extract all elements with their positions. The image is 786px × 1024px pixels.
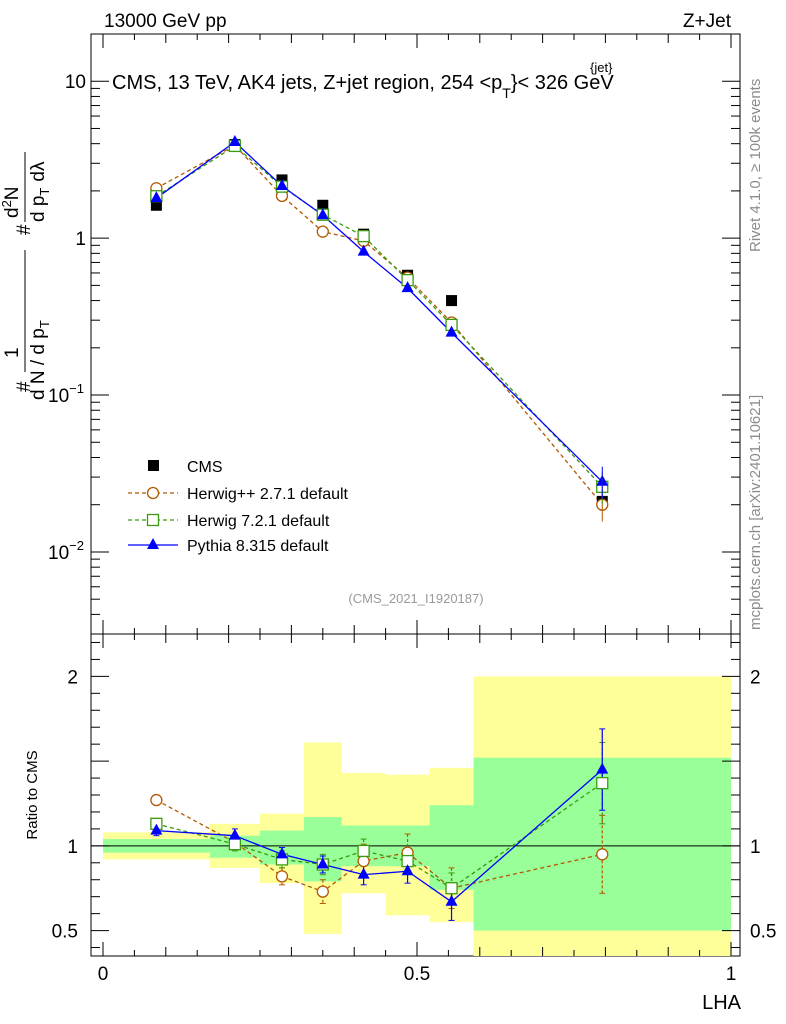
ratio-tick-label-right: 2	[750, 667, 761, 688]
main-series-point	[357, 244, 370, 256]
ratio-series-layer	[150, 728, 609, 921]
ratio-series-point	[445, 882, 458, 895]
y-tick-label: 10−1	[48, 381, 84, 407]
y-axis-title: # 1 d N / d pT # d2N d pTdλ	[0, 152, 52, 400]
mcplots-label: mcplots.cern.ch [arXiv:2401.10621]	[747, 395, 764, 630]
ratio-tick-label-right: 1	[750, 837, 761, 858]
legend-label-herwigpp: Herwig++ 2.7.1 default	[187, 486, 349, 503]
legend-label-herwig7: Herwig 7.2.1 default	[187, 513, 330, 530]
ratio-series-point	[357, 867, 370, 879]
legend-entry-cms: CMS	[148, 459, 223, 476]
ratio-series-point	[401, 864, 414, 876]
legend-entry-herwig7: Herwig 7.2.1 default	[128, 513, 330, 530]
title-end: }< 326 GeV	[511, 72, 615, 94]
legend-marker-pythia	[147, 538, 159, 549]
main-series-point	[445, 325, 458, 337]
ratio-series-line	[156, 769, 603, 903]
legend-marker-herwigpp	[146, 486, 160, 500]
y-title-sup: 2	[0, 200, 14, 207]
y-title-dp-sub: T	[37, 188, 52, 196]
y-title-dp: d p	[28, 196, 49, 222]
y-title-one: 1	[2, 347, 23, 358]
legend-label-cms: CMS	[187, 459, 223, 476]
y-tick-label: 1	[75, 229, 86, 250]
y-title-d: d	[2, 207, 23, 218]
svg-text:d2N: d2N	[0, 186, 23, 218]
main-series-layer	[150, 134, 609, 522]
x-tick-label: 0.5	[404, 964, 430, 985]
x-axis-title: LHA	[702, 992, 742, 1014]
ratio-series-point	[275, 847, 288, 859]
rivet-label: Rivet 4.1.0, ≥ 100k events	[747, 79, 764, 252]
legend-entry-herwigpp: Herwig++ 2.7.1 default	[128, 486, 349, 503]
ratio-series-line	[156, 782, 603, 889]
main-series-point	[150, 191, 163, 203]
ratio-tick-label-right: 0.5	[750, 922, 776, 943]
legend-marker-herwig7	[146, 513, 160, 527]
cms-data-point	[446, 295, 458, 307]
legend: CMS Herwig++ 2.7.1 default Herwig 7.2.1 …	[128, 459, 349, 555]
main-series-point	[275, 178, 288, 190]
y-title-dlambda: dλ	[28, 161, 49, 182]
y-title-den: d N / d p	[28, 328, 49, 400]
axis-ticks	[91, 33, 740, 956]
ratio-series-point	[228, 837, 242, 851]
ratio-series-point	[316, 885, 329, 898]
ratio-series-point	[596, 762, 609, 774]
cms-data-point	[317, 199, 329, 211]
ratio-series-point	[150, 823, 163, 835]
cms-data-point	[150, 199, 162, 211]
ratio-series-point	[357, 854, 370, 868]
ratio-series-point	[150, 793, 163, 807]
x-tick-label: 0	[98, 964, 109, 985]
legend-entry-pythia: Pythia 8.315 default	[128, 538, 329, 555]
ratio-tick-label-left: 2	[67, 667, 78, 688]
main-series-point	[357, 229, 370, 243]
svg-text:CMS, 13 TeV, AK4 jets, Z+jet r: CMS, 13 TeV, AK4 jets, Z+jet region, 254…	[112, 72, 614, 101]
process-label: Z+Jet	[683, 11, 732, 32]
y-tick-label: 10−2	[48, 538, 84, 564]
main-series-point	[401, 281, 414, 293]
ratio-series-point	[316, 857, 329, 869]
ratio-series-point	[596, 848, 609, 861]
legend-marker-cms	[148, 460, 159, 471]
main-series-line	[156, 144, 603, 506]
main-series-point	[316, 225, 329, 238]
svg-text:d pTdλ: d pTdλ	[28, 161, 52, 222]
y-title-den-sub: T	[37, 320, 52, 328]
y-title-n: N	[2, 186, 23, 200]
ratio-series-point	[357, 844, 370, 858]
title-sup: {jet}	[590, 60, 613, 75]
x-tick-label: 1	[726, 964, 737, 985]
svg-text:d N / d pT: d N / d pT	[28, 320, 52, 400]
y-title-hash2: #	[14, 224, 35, 235]
title-sub: T	[502, 85, 511, 101]
main-series-line	[156, 145, 603, 488]
y-tick-label: 10	[65, 72, 86, 93]
ratio-series-point	[228, 828, 241, 840]
ratio-tick-label-left: 0.5	[52, 922, 78, 943]
title-main: CMS, 13 TeV, AK4 jets, Z+jet region, 254…	[112, 72, 502, 94]
ratio-series-point	[445, 894, 458, 906]
energy-label: 13000 GeV pp	[104, 11, 227, 32]
ratio-series-point	[275, 870, 289, 883]
ratio-y-axis-title: Ratio to CMS	[24, 750, 41, 839]
y-title-hash1: #	[14, 381, 35, 392]
plot-title: CMS, 13 TeV, AK4 jets, Z+jet region, 254…	[112, 60, 614, 101]
main-series-point	[228, 134, 241, 146]
ratio-tick-label-left: 1	[67, 837, 78, 858]
legend-label-pythia: Pythia 8.315 default	[187, 538, 329, 555]
ratio-uncertainty-bands	[91, 676, 740, 956]
ratio-series-point	[596, 776, 609, 790]
ratio-series-line	[156, 799, 603, 893]
tick-labels: 0 0.5 1 10−2 10−1 1 10 0.5 0.5 1 1 2 2	[48, 72, 776, 985]
main-series-point	[316, 208, 329, 220]
main-series-line	[156, 141, 603, 483]
analysis-id: (CMS_2021_I1920187)	[348, 591, 483, 606]
